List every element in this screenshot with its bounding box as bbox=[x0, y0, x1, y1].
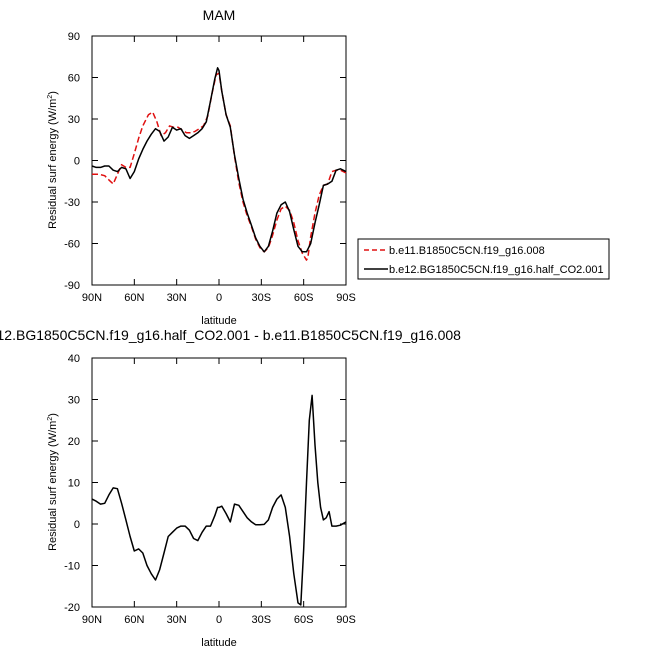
legend-label-halfco2: b.e12.BG1850C5CN.f19_g16.half_CO2.001 bbox=[389, 264, 604, 276]
top-x-tick-label: 90N bbox=[82, 292, 102, 304]
bottom-x-tick-label: 90N bbox=[82, 614, 102, 626]
top-y-tick-label: 0 bbox=[74, 156, 80, 168]
top-x-tick-label: 90S bbox=[336, 292, 356, 304]
top-x-tick-label: 60S bbox=[294, 292, 314, 304]
top-y-tick-label: 60 bbox=[68, 73, 80, 85]
top-y-tick-label: -30 bbox=[64, 197, 80, 209]
bottom-x-tick-label: 0 bbox=[216, 614, 222, 626]
top-series-line-1 bbox=[91, 67, 347, 253]
legend: b.e11.B1850C5CN.f19_g16.008 b.e12.BG1850… bbox=[357, 238, 610, 280]
bottom-x-tick-label: 60N bbox=[124, 614, 144, 626]
top-x-tick-label: 30N bbox=[167, 292, 187, 304]
top-series-line-0 bbox=[92, 72, 347, 261]
bottom-y-tick-label: -20 bbox=[64, 602, 80, 614]
top-panel: MAM -90 -60 -30 0 30 60 90 90N 60N 30N 0 30S 60S 90S… bbox=[47, 7, 356, 327]
bottom-x-tick-label: 60S bbox=[294, 614, 314, 626]
bottom-y-tick-label: 20 bbox=[68, 436, 80, 448]
bottom-plot-frame bbox=[91, 357, 347, 608]
top-y-axis-label: Residual surf energy (W/m2) bbox=[47, 91, 59, 229]
bottom-y-axis-label: Residual surf energy (W/m2) bbox=[47, 413, 59, 551]
bottom-y-tick-label: 0 bbox=[74, 519, 80, 531]
top-x-axis-label: latitude bbox=[201, 315, 236, 327]
top-x-tick-label: 60N bbox=[124, 292, 144, 304]
bottom-y-tick-label: -10 bbox=[64, 561, 80, 573]
bottom-x-axis-label: latitude bbox=[201, 637, 236, 649]
top-y-tick-label: -90 bbox=[64, 280, 80, 292]
bottom-series-line-0 bbox=[91, 394, 347, 606]
bottom-x-tick-label: 30S bbox=[252, 614, 272, 626]
top-y-tick-label: 30 bbox=[68, 114, 80, 126]
top-y-tick-label: 90 bbox=[68, 31, 80, 43]
bottom-y-tick-label: 10 bbox=[68, 478, 80, 490]
top-x-tick-label: 0 bbox=[216, 292, 222, 304]
bottom-x-tick-label: 90S bbox=[336, 614, 356, 626]
legend-label-control: b.e11.B1850C5CN.f19_g16.008 bbox=[389, 245, 545, 257]
bottom-y-tick-label: 40 bbox=[68, 353, 80, 365]
legend-box bbox=[357, 238, 610, 280]
bottom-y-tick-label: 30 bbox=[68, 395, 80, 407]
bottom-chart-title: b.e12.BG1850C5CN.f19_g16.half_CO2.001 - … bbox=[0, 327, 461, 343]
top-y-tick-label: -60 bbox=[64, 239, 80, 251]
bottom-x-tick-label: 30N bbox=[167, 614, 187, 626]
top-chart-title: MAM bbox=[203, 7, 236, 23]
bottom-panel: b.e12.BG1850C5CN.f19_g16.half_CO2.001 - … bbox=[0, 327, 461, 649]
top-x-tick-label: 30S bbox=[252, 292, 272, 304]
